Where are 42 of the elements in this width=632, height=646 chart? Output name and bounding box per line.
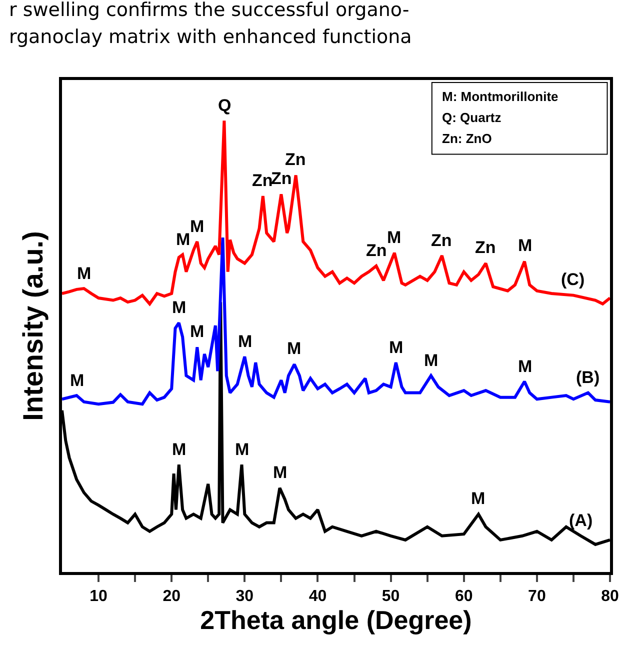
annotation: M [518,357,532,376]
annotation: M [238,332,252,351]
annotation: M [77,264,92,283]
x-tick-label: 70 [528,588,546,606]
annotation: M [273,463,288,482]
annotation: M [387,228,402,247]
x-tick-label: 50 [382,588,400,606]
x-tick-label: 80 [601,588,619,606]
annotation: Q: Quartz [442,110,502,125]
annotation: M [190,217,204,236]
text: rganoclay matrix with enhanced functiona [9,26,412,48]
annotation: Zn: ZnO [442,131,492,146]
x-axis-title: 2Theta angle (Degree) [200,605,472,636]
annotation: M [172,440,186,459]
annotation: Zn [271,169,292,188]
annotation: Q [218,96,232,115]
x-tick-label: 20 [162,588,181,606]
annotation: Zn [366,241,387,260]
annotation: M [471,489,486,508]
annotation: Zn [475,238,496,257]
annotation: M [287,339,302,358]
annotation: M [70,371,84,390]
annotation: M [518,236,532,255]
annotation: (C) [561,270,585,289]
annotation: Zn [252,171,273,190]
annotation: M [235,440,250,459]
annotation: M [424,351,438,370]
text: M: Montmorillonite [442,89,558,104]
y-axis-title: Intensity (a.u.) [18,231,49,421]
text: r swelling confirms the successful organo- [9,0,410,21]
x-tick-label: 60 [454,588,473,606]
annotation: Zn [431,231,452,250]
x-tick-label: 40 [308,588,327,606]
annotation: (A) [569,511,593,530]
annotation: M [190,322,204,341]
annotation: M [176,230,190,249]
annotation: M [389,338,404,357]
annotation: (B) [576,368,600,387]
annotation: M [172,298,186,317]
annotation: Zn [285,150,306,169]
x-tick-label: 10 [90,588,108,606]
x-tick-label: 30 [236,588,254,606]
